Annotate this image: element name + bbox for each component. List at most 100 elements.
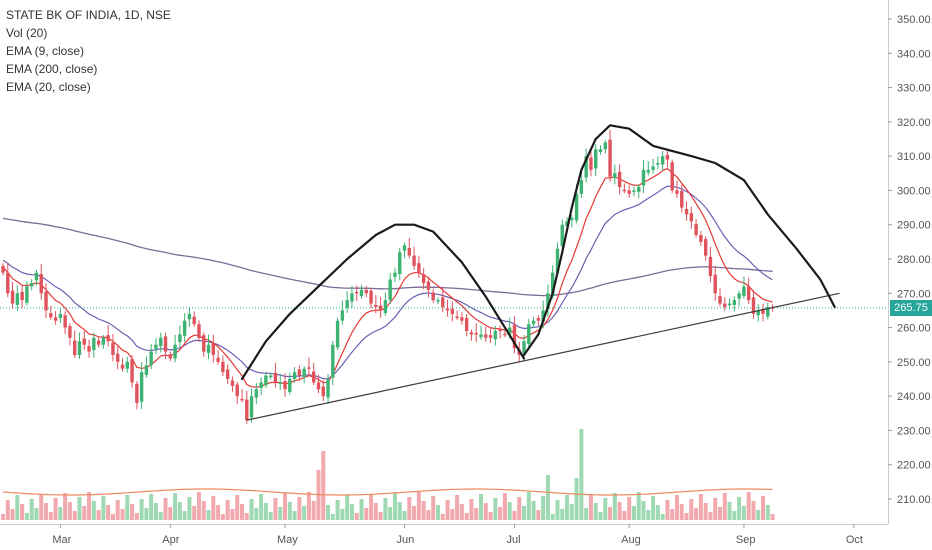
volume-bar bbox=[770, 514, 775, 520]
volume-bar bbox=[455, 495, 460, 520]
candle-body bbox=[660, 156, 665, 165]
volume-bar bbox=[378, 512, 383, 520]
candle-body bbox=[493, 331, 498, 340]
candle-body bbox=[273, 372, 278, 383]
candle-body bbox=[92, 337, 96, 351]
volume-bar bbox=[306, 492, 311, 520]
candle-body bbox=[1, 265, 5, 273]
volume-bar bbox=[383, 498, 388, 520]
volume-bar bbox=[517, 497, 522, 520]
candle-body bbox=[436, 300, 440, 302]
volume-bar bbox=[173, 493, 178, 520]
volume-bar bbox=[96, 510, 101, 520]
indicator-volume[interactable]: Vol (20) bbox=[6, 26, 48, 40]
volume-bar bbox=[120, 509, 125, 520]
candle-body bbox=[331, 344, 335, 378]
candle-body bbox=[125, 361, 129, 369]
volume-bar bbox=[1, 514, 5, 520]
candle-body bbox=[316, 382, 321, 390]
volume-bar bbox=[526, 492, 531, 520]
volume-bar bbox=[225, 500, 230, 520]
volume-bar bbox=[703, 503, 708, 520]
time-tick-label: Apr bbox=[162, 534, 179, 546]
volume-bar bbox=[555, 500, 560, 520]
volume-bar bbox=[297, 497, 302, 520]
volume-bar bbox=[67, 502, 72, 520]
indicator-ema200[interactable]: EMA (200, close) bbox=[6, 62, 98, 76]
volume-bar bbox=[369, 494, 374, 520]
candle-body bbox=[240, 398, 244, 401]
price-axis: 350.00 340.00 330.00 320.00 310.00 300.00 290.… bbox=[888, 14, 931, 506]
volume-bar bbox=[469, 499, 474, 520]
arc-drawing bbox=[240, 223, 526, 381]
volume-bar bbox=[541, 496, 546, 520]
candle-body bbox=[565, 221, 569, 227]
volume-bar bbox=[24, 513, 29, 520]
candle-body bbox=[369, 290, 373, 304]
candle-body bbox=[579, 180, 584, 194]
candle-body bbox=[154, 344, 158, 349]
candle-body bbox=[546, 293, 550, 310]
volume-bar bbox=[349, 504, 354, 520]
time-tick-label: Mar bbox=[52, 534, 71, 546]
candle-body bbox=[235, 384, 239, 397]
volume-bar bbox=[727, 502, 732, 520]
candle-body bbox=[746, 286, 751, 301]
candle-body bbox=[278, 382, 282, 384]
volume-bar bbox=[91, 501, 96, 520]
volume-bar bbox=[182, 511, 187, 520]
candle-body bbox=[264, 375, 268, 386]
volume-bar bbox=[627, 497, 632, 520]
candle-body bbox=[345, 300, 349, 308]
candle-body bbox=[608, 139, 612, 177]
candle-body bbox=[732, 300, 737, 305]
volume-bar bbox=[483, 503, 488, 520]
volume-bar bbox=[698, 494, 703, 520]
volume-bar bbox=[708, 512, 713, 520]
volume-bar bbox=[765, 505, 770, 520]
volume-bar bbox=[125, 495, 130, 520]
candle-body bbox=[484, 334, 488, 338]
indicator-ema20[interactable]: EMA (20, close) bbox=[6, 80, 91, 94]
candle-body bbox=[627, 190, 631, 194]
candle-body bbox=[245, 399, 249, 421]
price-tick-label: 250.00 bbox=[897, 357, 931, 369]
volume-bar bbox=[674, 495, 679, 520]
candle-body bbox=[63, 315, 67, 328]
volume-bar bbox=[670, 509, 675, 520]
candle-body bbox=[197, 324, 201, 338]
price-tick-label: 240.00 bbox=[897, 391, 931, 403]
candle-body bbox=[699, 235, 703, 242]
candle-body bbox=[637, 187, 641, 192]
volume-bar bbox=[196, 492, 201, 520]
indicator-ema9[interactable]: EMA (9, close) bbox=[6, 44, 85, 58]
price-tick-label: 350.00 bbox=[897, 14, 931, 26]
candle-body bbox=[441, 297, 445, 307]
volume-bar bbox=[593, 503, 598, 520]
volume-bar bbox=[756, 510, 761, 520]
ema20-line bbox=[2, 185, 773, 380]
volume-bar bbox=[249, 499, 254, 520]
volume-bar bbox=[72, 511, 77, 520]
volume-bar bbox=[240, 504, 244, 520]
candle-body bbox=[187, 313, 192, 320]
volume-bar bbox=[268, 512, 273, 520]
candle-body bbox=[225, 369, 230, 379]
volume-bar bbox=[263, 503, 268, 520]
candle-body bbox=[402, 245, 407, 251]
volume-bar bbox=[598, 512, 603, 520]
volume-bar bbox=[230, 509, 235, 520]
candle-body bbox=[718, 296, 722, 304]
candle-body bbox=[507, 327, 512, 335]
volume-bar bbox=[292, 511, 297, 520]
price-tick-label: 310.00 bbox=[897, 151, 931, 163]
candle-body bbox=[106, 335, 110, 342]
volume-bar bbox=[163, 498, 168, 520]
candles[interactable] bbox=[1, 129, 775, 425]
volume-bar bbox=[82, 506, 87, 520]
symbol-title[interactable]: STATE BK OF INDIA, 1D, NSE bbox=[6, 8, 171, 22]
price-tick-label: 300.00 bbox=[897, 185, 931, 197]
volume-bar bbox=[10, 509, 15, 520]
